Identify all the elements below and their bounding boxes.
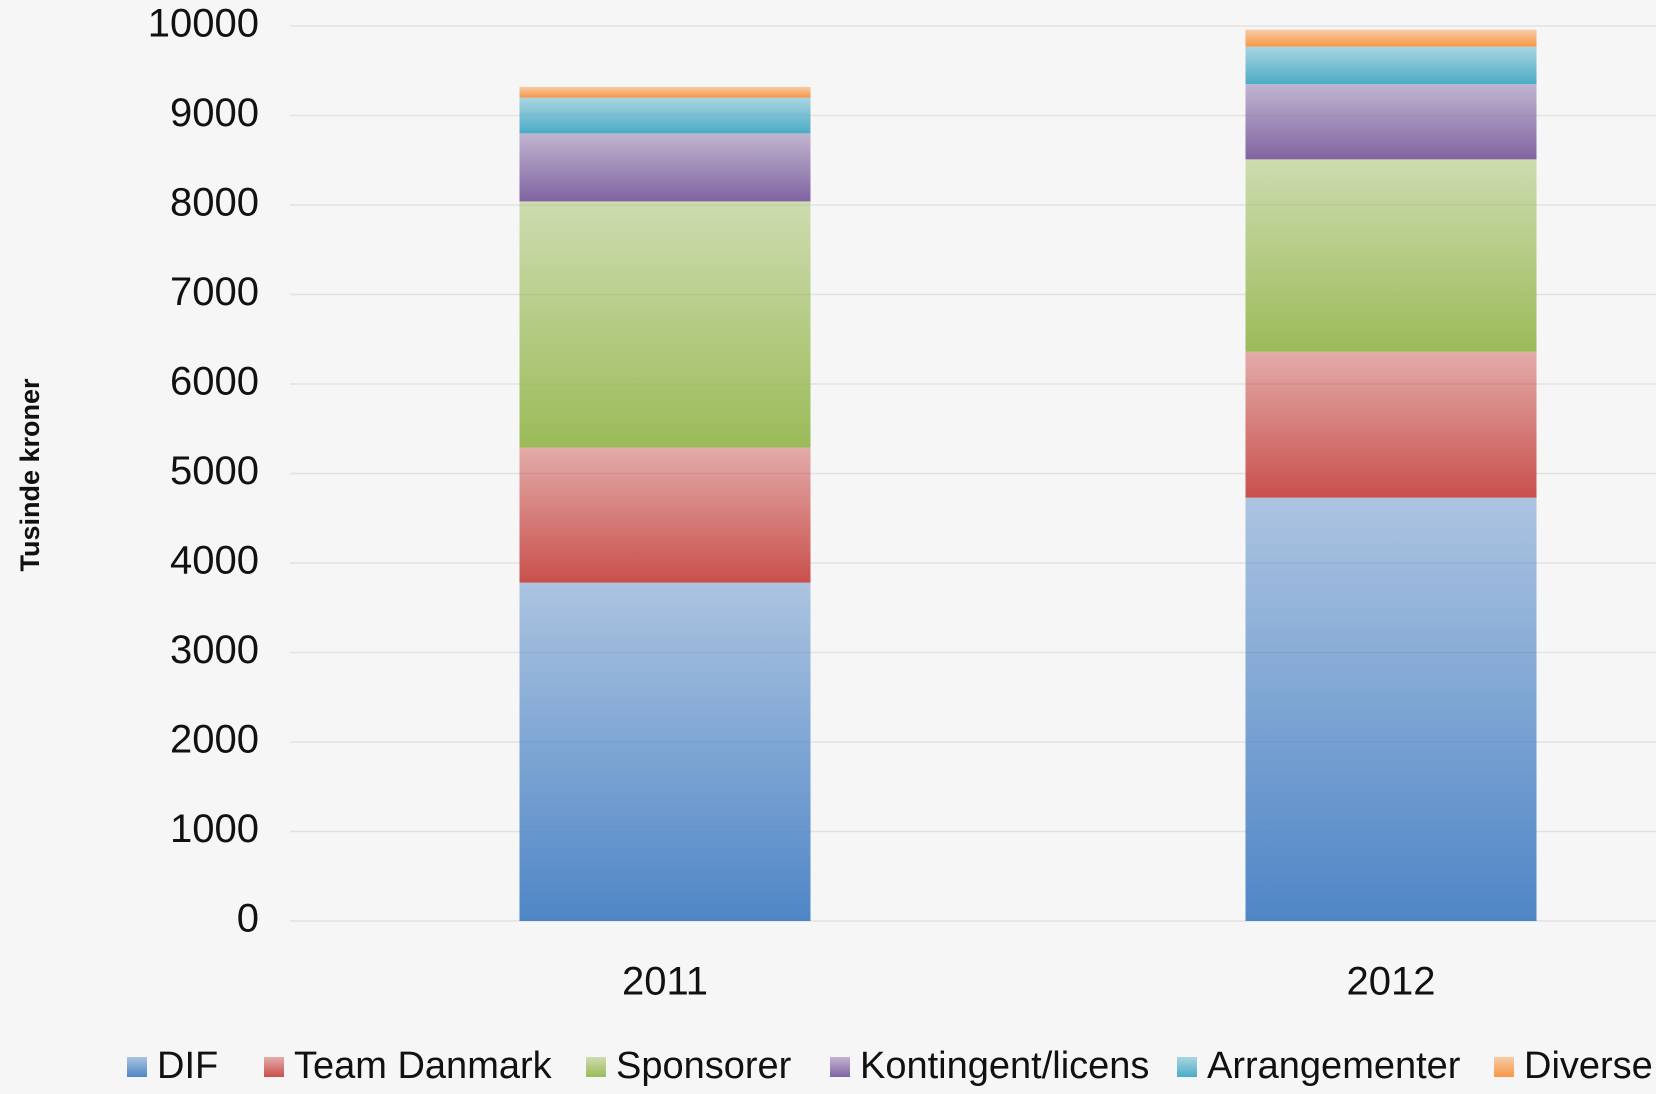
legend-label: Sponsorer [616,1045,792,1087]
bar-segment [519,97,811,134]
legend-label: Arrangementer [1207,1045,1461,1087]
bar-segment [1245,84,1537,160]
legend-label: Team Danmark [294,1045,553,1087]
legend-swatch [127,1057,147,1077]
legend-label: Diverse [1524,1045,1653,1087]
y-tick-label: 10000 [148,2,259,46]
legend-swatch [1494,1057,1514,1077]
y-tick-label: 6000 [170,360,259,404]
y-tick-label: 4000 [170,539,259,583]
bar-segment [519,86,811,98]
y-tick-label: 5000 [170,449,259,493]
legend-swatch [830,1057,850,1077]
bar-segment [1245,351,1537,498]
bar-segment [1245,46,1537,85]
legend-swatch [1177,1057,1197,1077]
x-tick-label: 2012 [1347,960,1436,1004]
x-tick-label: 2011 [622,960,708,1004]
bar-segment [519,447,811,583]
y-tick-label: 0 [237,897,259,941]
y-tick-label: 8000 [170,181,259,225]
y-axis-label: Tusinde kroner [15,378,45,572]
bar-segment [1245,29,1537,47]
legend-label: DIF [157,1045,218,1087]
legend-swatch [264,1057,284,1077]
bar-segment [519,201,811,448]
bar-segment [1245,159,1537,352]
y-tick-label: 7000 [170,270,259,314]
legend-swatch [586,1057,606,1077]
y-tick-label: 9000 [170,91,259,135]
bar-segment [519,582,811,921]
legend-label: Kontingent/licens [860,1045,1149,1087]
bar-segment [519,133,811,202]
bar-segment [1245,497,1537,921]
y-tick-label: 2000 [170,718,259,762]
y-tick-label: 1000 [170,807,259,851]
y-tick-label: 3000 [170,628,259,672]
